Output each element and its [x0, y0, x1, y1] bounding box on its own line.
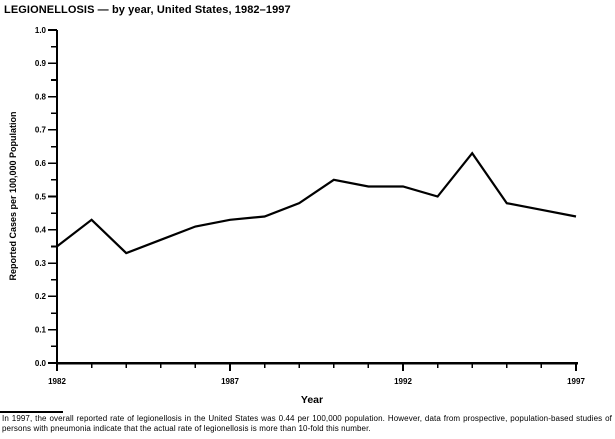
- y-tick-label: 0.7: [35, 126, 47, 135]
- y-tick-label: 1.0: [35, 26, 47, 35]
- y-tick-label: 0.6: [35, 159, 47, 168]
- axes-layer: 0.0 0.1 0.2 0.3 0.4 0.5 0.6 0.7 0.8 0.9 1.0 1982 198…: [35, 26, 586, 386]
- y-tick-label: 0.5: [35, 192, 47, 201]
- y-tick-label: 0.9: [35, 59, 47, 68]
- chart-title: LEGIONELLOSIS — by year, United States, …: [4, 4, 291, 16]
- footnote-rule: [0, 411, 63, 413]
- footnote-text: In 1997, the overall reported rate of le…: [2, 414, 612, 433]
- x-tick-label: 1987: [221, 377, 239, 386]
- y-tick-label: 0.4: [35, 226, 47, 235]
- y-tick-label: 0.3: [35, 259, 47, 268]
- y-tick-label: 0.2: [35, 292, 47, 301]
- x-tick-label: 1982: [48, 377, 66, 386]
- x-axis-title: Year: [301, 394, 323, 406]
- y-tick-label: 0.8: [35, 92, 47, 101]
- y-tick-label: 0.1: [35, 326, 47, 335]
- line-chart: 0.0 0.1 0.2 0.3 0.4 0.5 0.6 0.7 0.8 0.9 1.0 1982 198…: [8, 26, 586, 406]
- y-tick-label: 0.0: [35, 359, 47, 368]
- chart-data-line: [56, 151, 577, 255]
- x-tick-label: 1992: [394, 377, 412, 386]
- x-tick-label: 1997: [567, 377, 585, 386]
- y-axis-title: Reported Cases per 100,000 Population: [8, 111, 18, 280]
